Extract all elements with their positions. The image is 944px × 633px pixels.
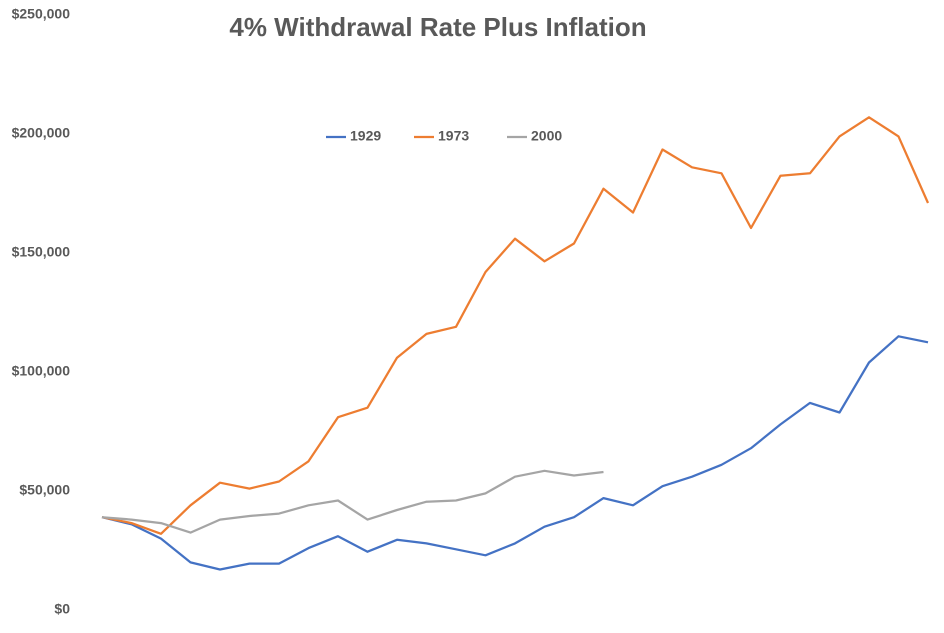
legend-label: 1929	[350, 128, 381, 144]
y-tick-label: $150,000	[12, 244, 71, 260]
y-tick-label: $50,000	[19, 482, 70, 498]
line-series	[101, 116, 930, 535]
line-series	[101, 469, 604, 534]
y-tick-label: $100,000	[12, 363, 71, 379]
legend-label: 2000	[531, 128, 562, 144]
line-series	[101, 335, 929, 571]
y-tick-label: $0	[54, 601, 70, 617]
chart-title: 4% Withdrawal Rate Plus Inflation	[229, 12, 646, 42]
legend-label: 1973	[438, 128, 469, 144]
y-tick-label: $200,000	[12, 125, 71, 141]
y-tick-label: $250,000	[12, 6, 71, 22]
